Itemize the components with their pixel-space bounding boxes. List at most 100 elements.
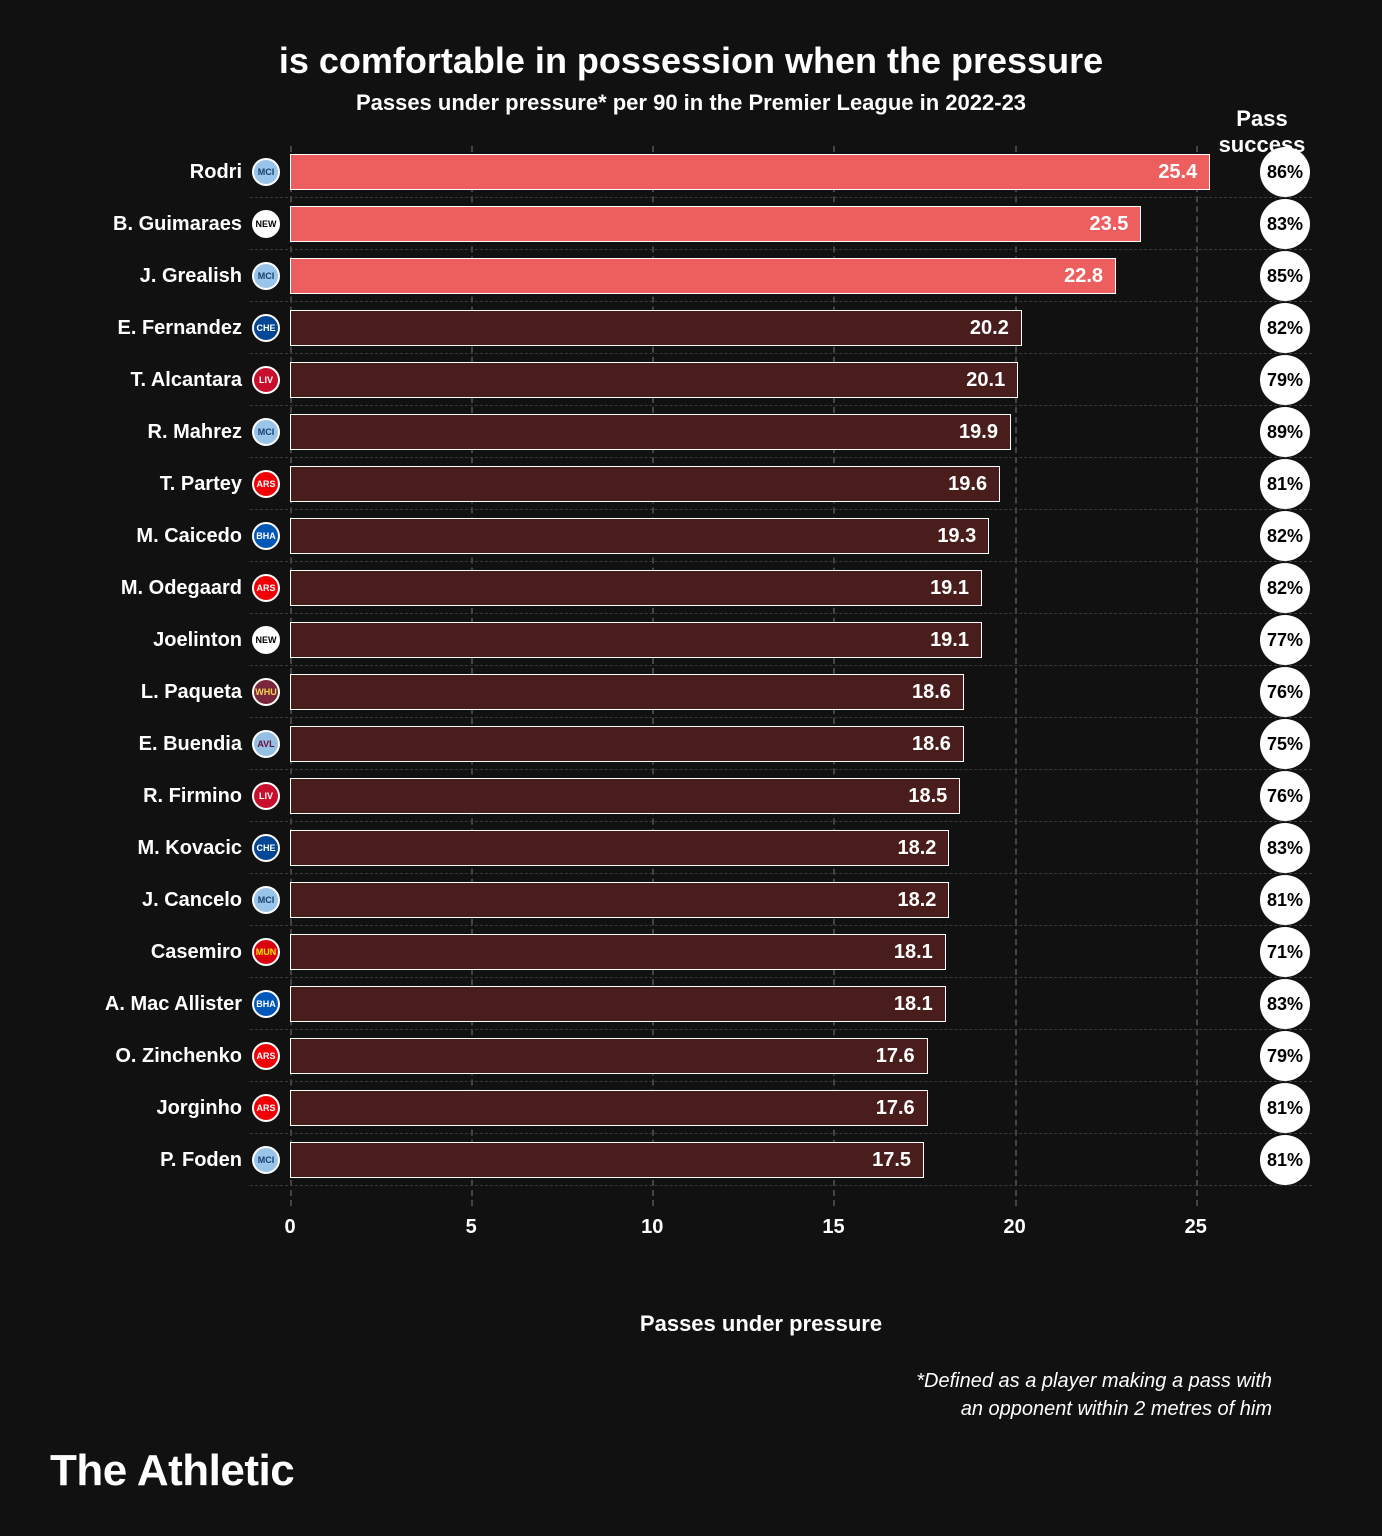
chart-row: O. ZinchenkoARS17.679% [250, 1030, 1232, 1082]
bar-track: 17.6 [290, 1038, 1232, 1074]
pass-success-badge: 71% [1260, 927, 1310, 977]
bar-value: 19.6 [948, 473, 987, 496]
chart-row: J. GrealishMCI22.885% [250, 250, 1232, 302]
pass-success-badge: 83% [1260, 823, 1310, 873]
player-label: T. Partey [75, 473, 250, 496]
bar-track: 18.6 [290, 674, 1232, 710]
pass-success-badge: 75% [1260, 719, 1310, 769]
player-label: E. Fernandez [75, 317, 250, 340]
chart-row: E. BuendiaAVL18.675% [250, 718, 1232, 770]
bar-value: 18.1 [894, 993, 933, 1016]
player-label: Jorginho [75, 1097, 250, 1120]
pass-success-badge: 81% [1260, 1083, 1310, 1133]
bar-track: 18.6 [290, 726, 1232, 762]
player-label: A. Mac Allister [75, 993, 250, 1016]
chart-row: R. FirminoLIV18.576% [250, 770, 1232, 822]
bar-track: 20.1 [290, 362, 1232, 398]
x-tick: 0 [284, 1216, 295, 1239]
team-crest-icon: MCI [252, 886, 280, 914]
pass-success-badge: 81% [1260, 875, 1310, 925]
team-crest-icon: MUN [252, 938, 280, 966]
pass-success-badge: 86% [1260, 147, 1310, 197]
team-crest-icon: MCI [252, 262, 280, 290]
bar-value: 19.3 [937, 525, 976, 548]
bar-value: 22.8 [1064, 265, 1103, 288]
bar-track: 18.2 [290, 830, 1232, 866]
bar-value: 18.6 [912, 681, 951, 704]
player-label: M. Kovacic [75, 837, 250, 860]
team-crest-icon: AVL [252, 730, 280, 758]
player-label: J. Cancelo [75, 889, 250, 912]
bar-track: 20.2 [290, 310, 1232, 346]
bar-track: 19.9 [290, 414, 1232, 450]
chart-row: CasemiroMUN18.171% [250, 926, 1232, 978]
chart-row: P. FodenMCI17.581% [250, 1134, 1232, 1186]
x-tick: 5 [466, 1216, 477, 1239]
bar-value: 25.4 [1158, 161, 1197, 184]
bar: 19.1 [290, 622, 982, 658]
bar-track: 25.4 [290, 154, 1232, 190]
x-axis: 0510152025 [290, 1206, 1232, 1266]
bar-value: 23.5 [1089, 213, 1128, 236]
bar-value: 18.2 [897, 837, 936, 860]
bar-track: 22.8 [290, 258, 1232, 294]
team-crest-icon: WHU [252, 678, 280, 706]
pass-success-badge: 82% [1260, 511, 1310, 561]
chart-row: E. FernandezCHE20.282% [250, 302, 1232, 354]
chart-row: JoelintonNEW19.177% [250, 614, 1232, 666]
chart-area: Pass success RodriMCI25.486%B. Guimaraes… [250, 146, 1232, 1206]
bar-track: 19.6 [290, 466, 1232, 502]
chart-title: is comfortable in possession when the pr… [50, 40, 1332, 82]
bar-value: 18.5 [908, 785, 947, 808]
bar-track: 18.5 [290, 778, 1232, 814]
player-label: Rodri [75, 161, 250, 184]
bar: 18.6 [290, 726, 964, 762]
pass-success-badge: 79% [1260, 1031, 1310, 1081]
bar-track: 17.6 [290, 1090, 1232, 1126]
pass-success-badge: 82% [1260, 303, 1310, 353]
bar: 18.1 [290, 934, 946, 970]
footnote: *Defined as a player making a pass with … [50, 1367, 1272, 1423]
team-crest-icon: MCI [252, 1146, 280, 1174]
bar: 19.1 [290, 570, 982, 606]
pass-success-badge: 76% [1260, 771, 1310, 821]
bar: 17.6 [290, 1038, 928, 1074]
bar: 18.2 [290, 830, 949, 866]
chart-row: JorginhoARS17.681% [250, 1082, 1232, 1134]
bar: 18.1 [290, 986, 946, 1022]
bar-track: 19.1 [290, 622, 1232, 658]
team-crest-icon: LIV [252, 782, 280, 810]
bar: 22.8 [290, 258, 1116, 294]
player-label: Casemiro [75, 941, 250, 964]
bar-value: 17.6 [876, 1097, 915, 1120]
pass-success-badge: 81% [1260, 1135, 1310, 1185]
player-label: R. Firmino [75, 785, 250, 808]
bar-value: 17.5 [872, 1149, 911, 1172]
x-tick: 20 [1003, 1216, 1025, 1239]
bar-value: 20.2 [970, 317, 1009, 340]
bar: 20.2 [290, 310, 1022, 346]
x-tick: 15 [822, 1216, 844, 1239]
pass-success-badge: 82% [1260, 563, 1310, 613]
bar: 19.3 [290, 518, 989, 554]
bar-value: 19.9 [959, 421, 998, 444]
pass-success-badge: 79% [1260, 355, 1310, 405]
bar: 18.5 [290, 778, 960, 814]
player-label: E. Buendia [75, 733, 250, 756]
bar-value: 19.1 [930, 577, 969, 600]
player-label: J. Grealish [75, 265, 250, 288]
chart-row: T. AlcantaraLIV20.179% [250, 354, 1232, 406]
team-crest-icon: NEW [252, 210, 280, 238]
pass-success-badge: 77% [1260, 615, 1310, 665]
bar-value: 18.2 [897, 889, 936, 912]
bar: 23.5 [290, 206, 1141, 242]
player-label: O. Zinchenko [75, 1045, 250, 1068]
pass-success-badge: 76% [1260, 667, 1310, 717]
bar-track: 23.5 [290, 206, 1232, 242]
bar: 17.6 [290, 1090, 928, 1126]
team-crest-icon: NEW [252, 626, 280, 654]
player-label: M. Odegaard [75, 577, 250, 600]
team-crest-icon: BHA [252, 990, 280, 1018]
player-label: L. Paqueta [75, 681, 250, 704]
bar-value: 20.1 [966, 369, 1005, 392]
